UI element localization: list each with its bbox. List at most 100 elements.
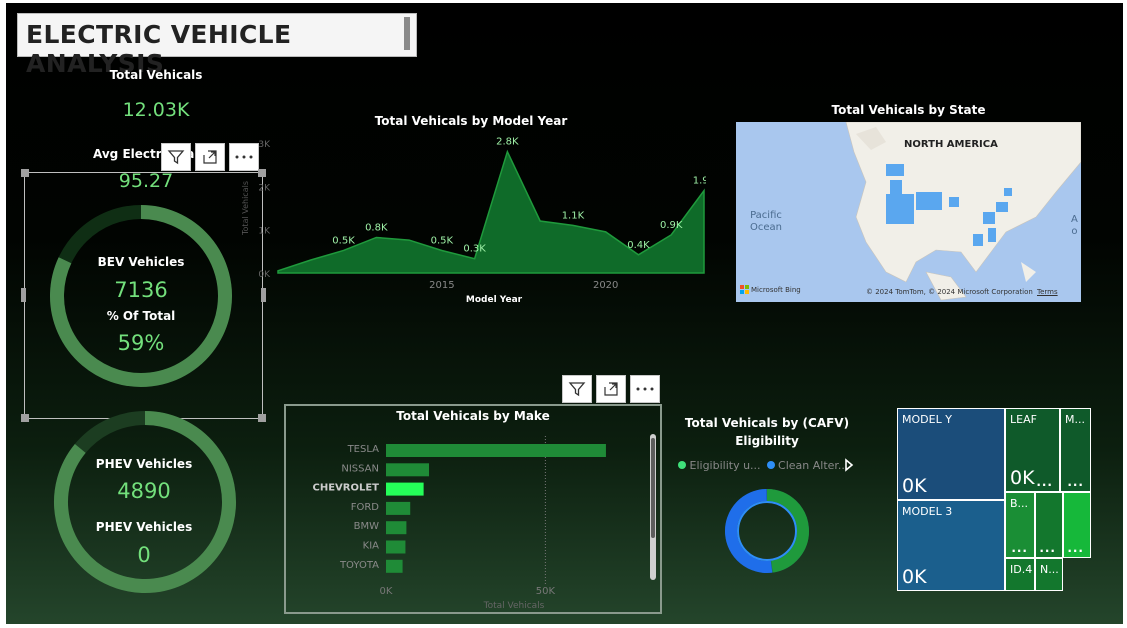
area-series[interactable] bbox=[277, 149, 705, 274]
treemap-cell[interactable]: ... bbox=[1063, 492, 1091, 558]
bar[interactable] bbox=[386, 463, 430, 477]
phev-donut-chart[interactable] bbox=[52, 409, 238, 595]
resize-handle[interactable] bbox=[21, 414, 29, 422]
bar[interactable] bbox=[386, 444, 606, 457]
y-tick-label: 0K bbox=[258, 270, 271, 280]
y-tick-label: 3K bbox=[258, 140, 271, 150]
cafv-chart-title: Total Vehicals by (CAFV) Eligibility bbox=[676, 414, 858, 450]
bev-value: 7136 bbox=[114, 278, 168, 302]
bar[interactable] bbox=[386, 559, 403, 573]
category-label: BMW bbox=[354, 521, 379, 532]
legend-item-clean-alt[interactable]: Clean Alter... bbox=[766, 459, 848, 472]
treemap-cell-value: 0K bbox=[1010, 467, 1035, 489]
x-tick-label: 50K bbox=[536, 586, 556, 597]
donut-inner-ring bbox=[737, 501, 797, 561]
report-title-box[interactable]: ELECTRIC VEHICLE ANALYSIS bbox=[17, 13, 417, 78]
bev-donut-arc bbox=[50, 205, 232, 387]
bev-donut-chart[interactable] bbox=[48, 203, 234, 389]
make-chart-scrollbar[interactable] bbox=[650, 434, 656, 580]
legend-dot bbox=[766, 461, 775, 469]
treemap-cell-name: MODEL 3 bbox=[902, 505, 953, 518]
cafv-title-line1: Total Vehicals by (CAFV) bbox=[684, 416, 850, 430]
report-canvas: ELECTRIC VEHICLE ANALYSIS Total Vehicals… bbox=[6, 3, 1123, 624]
more-options-button[interactable] bbox=[630, 375, 660, 403]
treemap-cell-name: N... bbox=[1040, 563, 1059, 576]
treemap-cell[interactable]: N... bbox=[1035, 558, 1063, 591]
legend-label: Eligibility u... bbox=[689, 459, 761, 472]
data-label: 1.9K bbox=[693, 176, 706, 187]
total-vehicals-value: 12.03K bbox=[122, 99, 190, 121]
bar[interactable] bbox=[386, 501, 411, 515]
make-chart-title: Total Vehicals by Make bbox=[396, 409, 550, 423]
bev-pct-value: 59% bbox=[117, 331, 165, 355]
make-chart-frame[interactable]: Total Vehicals by Make TESLA NISSAN CHEVRO… bbox=[284, 404, 662, 614]
resize-handle[interactable] bbox=[21, 288, 26, 302]
avg-electric-range-value: 95.27 bbox=[118, 170, 174, 192]
filter-button[interactable] bbox=[161, 143, 191, 171]
filter-button[interactable] bbox=[562, 375, 592, 403]
map-title: Total Vehicals by State bbox=[831, 103, 986, 117]
resize-handle[interactable] bbox=[21, 169, 29, 177]
state-map[interactable]: NORTH AMERICA Pacific Ocean A o Microsof… bbox=[736, 122, 1081, 302]
make-bar-chart[interactable]: TESLA NISSAN CHEVROLET FORD BMW KIA TOYOTA 0K 50… bbox=[286, 406, 660, 612]
x-tick-label: 2015 bbox=[429, 280, 454, 291]
y-axis-label: Total Vehicals bbox=[241, 181, 250, 236]
total-vehicals-label: Total Vehicals bbox=[109, 68, 203, 82]
resize-handle[interactable] bbox=[261, 288, 266, 302]
x-tick-label: 2020 bbox=[593, 280, 618, 291]
donut-slice[interactable] bbox=[725, 489, 773, 573]
treemap-cell-more: ... bbox=[1067, 475, 1084, 489]
treemap-cell[interactable]: MODEL 3 0K bbox=[897, 500, 1005, 591]
data-label: 1.1K bbox=[562, 210, 585, 221]
resize-handle[interactable] bbox=[258, 169, 266, 177]
map-label-north-america: NORTH AMERICA bbox=[904, 139, 998, 150]
map-label-pacific: Pacific Ocean bbox=[750, 210, 782, 233]
bev-pct-label: % Of Total bbox=[106, 309, 176, 323]
data-label: 0.9K bbox=[660, 220, 683, 231]
model-treemap[interactable]: MODEL Y 0K MODEL 3 0K LEAF 0K... M...... B.....… bbox=[897, 408, 1091, 591]
treemap-cell-name: LEAF bbox=[1010, 413, 1037, 426]
treemap-cell-more: ... bbox=[1039, 541, 1056, 555]
treemap-cell-name: MODEL Y bbox=[902, 413, 952, 426]
text-cursor bbox=[404, 17, 410, 50]
treemap-cell[interactable]: MODEL Y 0K bbox=[897, 408, 1005, 500]
treemap-cell[interactable]: B...... bbox=[1005, 492, 1035, 558]
category-label: KIA bbox=[363, 541, 380, 552]
focus-mode-button[interactable] bbox=[596, 375, 626, 403]
data-label: 0.4K bbox=[627, 240, 650, 251]
treemap-cell-value: 0K bbox=[902, 566, 927, 588]
treemap-cell[interactable]: LEAF 0K... bbox=[1005, 408, 1060, 492]
phev-value-2: 0 bbox=[137, 543, 151, 567]
y-tick-label: 1K bbox=[258, 227, 271, 237]
treemap-cell[interactable]: ID.4 bbox=[1005, 558, 1035, 591]
more-options-icon bbox=[235, 155, 253, 159]
phev-donut-arc bbox=[54, 411, 236, 593]
data-label: 0.5K bbox=[431, 235, 454, 246]
treemap-cell-more: ... bbox=[1067, 541, 1084, 555]
x-tick-label: 0K bbox=[380, 586, 393, 597]
treemap-cell-value: 0K bbox=[902, 475, 927, 497]
resize-handle[interactable] bbox=[258, 414, 266, 422]
donut-slice[interactable] bbox=[766, 489, 809, 573]
legend-item-eligible[interactable]: Eligibility u... bbox=[678, 459, 761, 472]
category-label: FORD bbox=[351, 502, 380, 513]
chevron-right-icon[interactable] bbox=[844, 458, 854, 472]
report-title: ELECTRIC VEHICLE ANALYSIS bbox=[26, 20, 292, 78]
treemap-cell[interactable]: M...... bbox=[1060, 408, 1091, 492]
scrollbar-thumb[interactable] bbox=[651, 438, 655, 538]
year-area-chart[interactable]: 0K 1K 2K 3K Total Vehicals 2015 2020 Model Year… bbox=[236, 133, 706, 308]
treemap-cell-name: B... bbox=[1010, 497, 1029, 510]
focus-mode-button[interactable] bbox=[195, 143, 225, 171]
cafv-legend: Eligibility u... Clean Alter... bbox=[678, 459, 848, 472]
treemap-cell[interactable]: ... bbox=[1035, 492, 1063, 558]
visual-header-toolbar bbox=[161, 143, 259, 171]
bar[interactable] bbox=[386, 521, 407, 535]
data-label: 0.5K bbox=[332, 235, 355, 246]
map-terms-link[interactable]: Terms bbox=[1037, 288, 1058, 296]
bar[interactable] bbox=[386, 540, 406, 554]
more-options-button[interactable] bbox=[229, 143, 259, 171]
treemap-cell-name: M... bbox=[1065, 413, 1085, 426]
cafv-title-line2: Eligibility bbox=[735, 434, 799, 448]
cafv-donut-chart[interactable] bbox=[722, 486, 812, 576]
bar[interactable] bbox=[386, 482, 424, 496]
